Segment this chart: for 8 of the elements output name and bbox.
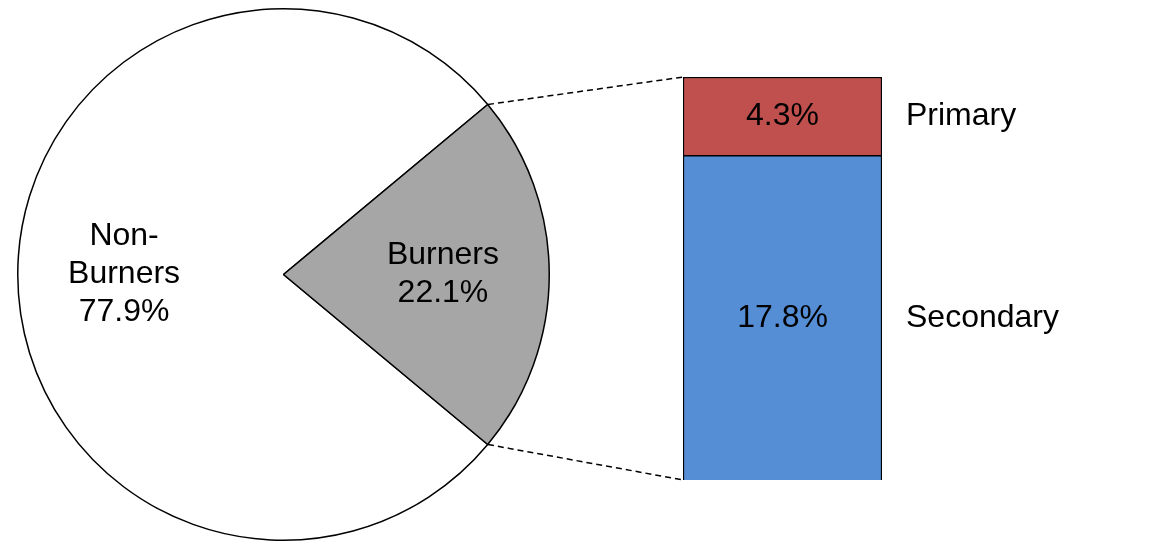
data-label: 4.3%: [746, 96, 819, 133]
series-label: Secondary: [906, 297, 1059, 334]
series-label: Primary: [906, 96, 1017, 133]
slice-label: Burners: [386, 235, 499, 272]
slice-label: Non-Burners: [68, 216, 181, 291]
data-label: 77.9%: [78, 292, 170, 329]
data-label: 22.1%: [397, 273, 489, 310]
data-label: 17.8%: [737, 297, 828, 334]
